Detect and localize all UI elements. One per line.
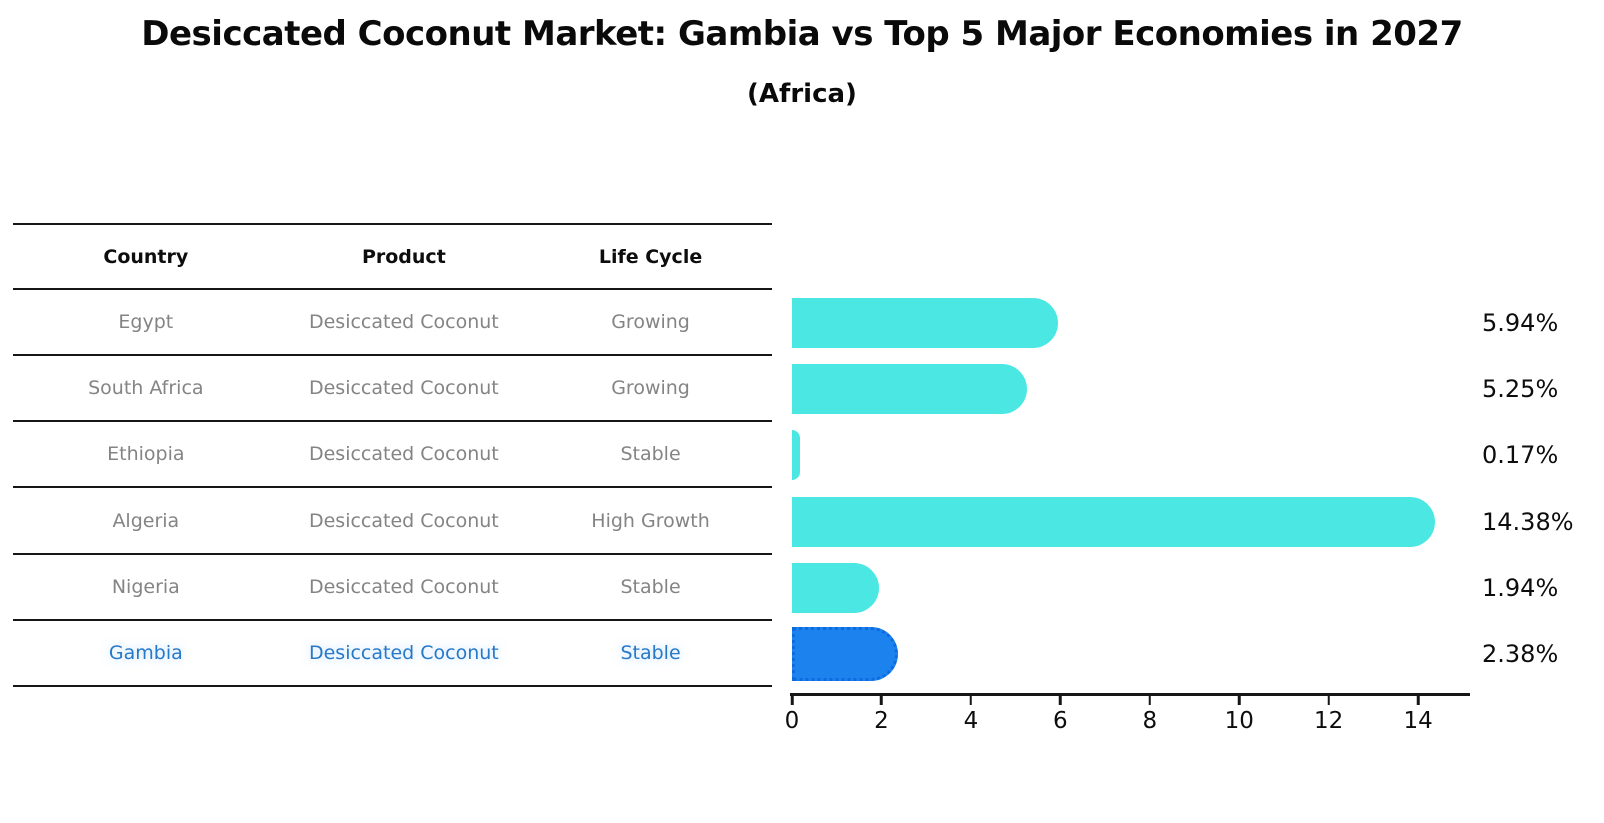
- x-axis-ticks: 0 2 4 6 8 10 12 14: [785, 696, 1470, 746]
- chart-title: Desiccated Coconut Market: Gambia vs Top…: [141, 14, 1463, 54]
- tick-mark: [1416, 696, 1420, 705]
- header-cell-product: Product: [361, 245, 446, 268]
- value-label: 1.94%: [1482, 573, 1559, 602]
- chart-subtitle: (Africa): [747, 79, 857, 109]
- cell-country: South Africa: [88, 377, 204, 400]
- table-row: Gambia Desiccated Coconut Stable: [13, 621, 772, 687]
- value-label: 5.25%: [1482, 375, 1559, 404]
- tick-mark: [880, 696, 883, 705]
- header-cell-life-cycle: Life Cycle: [598, 245, 703, 268]
- value-label: 5.94%: [1482, 309, 1559, 338]
- table-row: Algeria Desiccated Coconut High Growth: [13, 488, 772, 555]
- tick-mark: [1148, 696, 1152, 705]
- tick-mark: [1059, 696, 1062, 705]
- table-header-row: Country Product Life Cycle: [13, 223, 772, 290]
- cell-country: Algeria: [112, 509, 180, 532]
- cell-country: Egypt: [118, 311, 174, 334]
- table-row: Egypt Desiccated Coconut Growing: [13, 290, 772, 357]
- cell-life-cycle: Growing: [611, 377, 690, 400]
- tick-mark: [790, 696, 794, 705]
- tick-label: 6: [1053, 708, 1068, 734]
- table-row: South Africa Desiccated Coconut Growing: [13, 356, 772, 423]
- bar-row: [792, 290, 1470, 356]
- cell-life-cycle: Stable: [620, 443, 681, 466]
- cell-country: Ethiopia: [107, 443, 185, 466]
- table-row: Nigeria Desiccated Coconut Stable: [13, 555, 772, 621]
- value-label: 2.38%: [1482, 639, 1559, 668]
- cell-country: Gambia: [108, 641, 183, 664]
- tick-mark: [1327, 696, 1330, 705]
- value-label: 0.17%: [1482, 441, 1559, 470]
- cell-country: Nigeria: [111, 575, 180, 598]
- cell-life-cycle: Stable: [620, 641, 681, 664]
- tick-label: 8: [1142, 708, 1158, 734]
- bar-row: [792, 621, 1470, 687]
- bar-algeria: [792, 496, 1436, 547]
- tick-label: 10: [1224, 708, 1254, 734]
- tick-label: 14: [1403, 708, 1433, 734]
- bar-nigeria: [792, 562, 879, 613]
- tick-label: 12: [1314, 708, 1344, 734]
- cell-life-cycle: Growing: [611, 311, 690, 334]
- bar-row: [792, 488, 1470, 554]
- cell-product: Desiccated Coconut: [308, 311, 499, 334]
- bar-row: [792, 555, 1470, 621]
- tick-label: 4: [963, 708, 979, 734]
- value-label: 14.38%: [1482, 507, 1574, 536]
- bar-gambia: [792, 626, 899, 681]
- tick-label: 0: [784, 708, 800, 734]
- bar-row: [792, 422, 1470, 488]
- data-table: Country Product Life Cycle Egypt Desicca…: [13, 223, 772, 687]
- x-axis-line: [790, 693, 1470, 696]
- bar-south-africa: [792, 364, 1027, 415]
- bar-ethiopia: [792, 430, 800, 481]
- table-rows: Egypt Desiccated Coconut Growing South A…: [13, 290, 772, 687]
- bar-row: [792, 356, 1470, 422]
- cell-life-cycle: High Growth: [591, 509, 710, 532]
- cell-product: Desiccated Coconut: [308, 575, 499, 598]
- tick-label: 2: [874, 708, 889, 734]
- plot-area: [792, 290, 1470, 687]
- tick-mark: [1237, 696, 1241, 705]
- table-row: Ethiopia Desiccated Coconut Stable: [13, 422, 772, 489]
- cell-life-cycle: Stable: [620, 575, 681, 598]
- cell-product: Desiccated Coconut: [308, 509, 499, 532]
- bar-egypt: [792, 298, 1058, 349]
- cell-product: Desiccated Coconut: [308, 443, 499, 466]
- tick-mark: [969, 696, 973, 705]
- cell-product: Desiccated Coconut: [308, 641, 499, 664]
- header-cell-country: Country: [103, 245, 189, 268]
- value-labels: 5.94% 5.25% 0.17% 14.38% 1.94% 2.38%: [1482, 290, 1602, 687]
- cell-product: Desiccated Coconut: [308, 377, 499, 400]
